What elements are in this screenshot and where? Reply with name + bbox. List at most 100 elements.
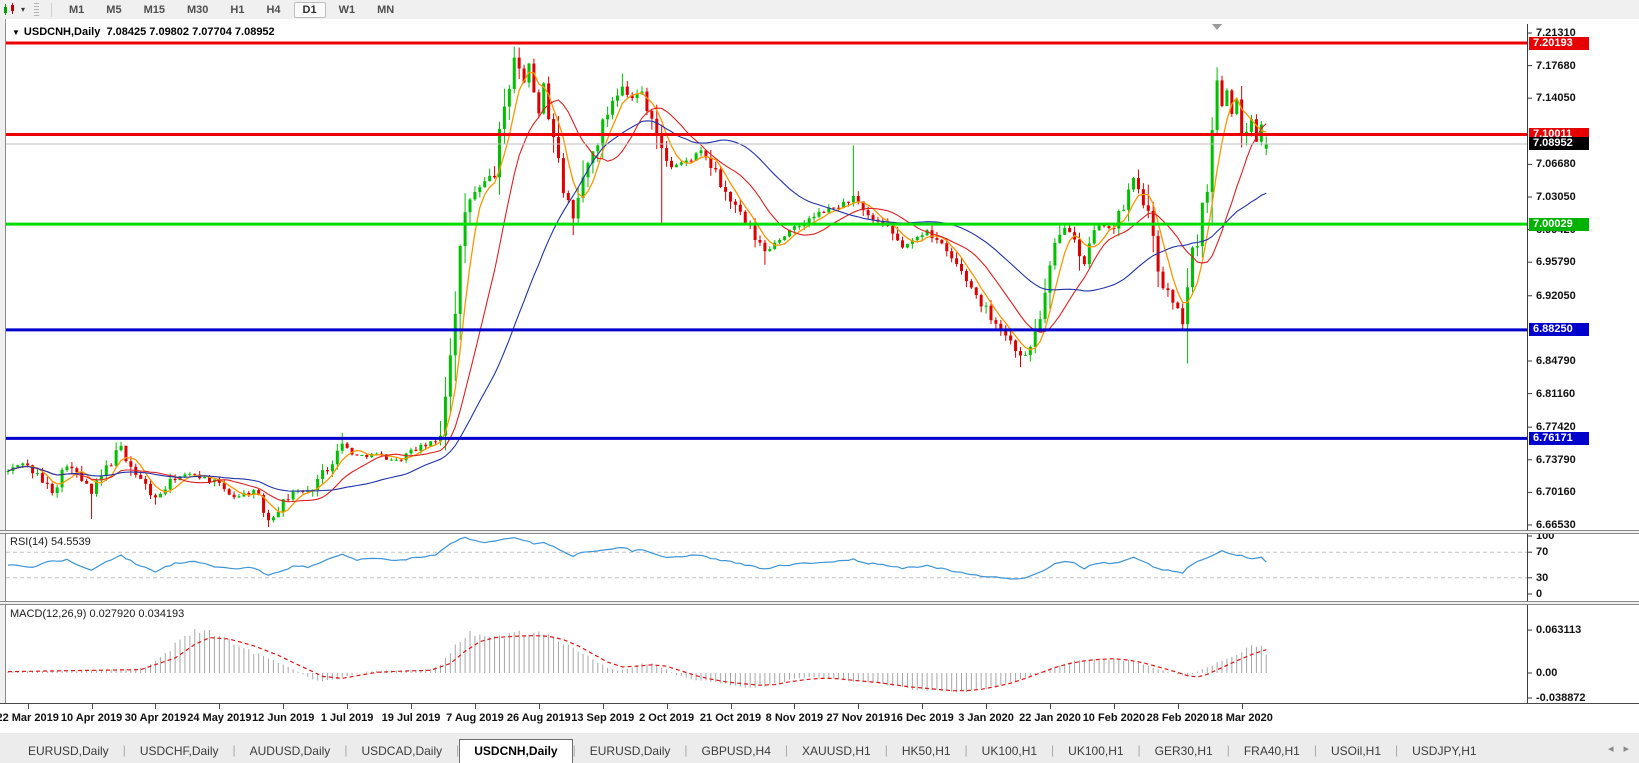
chart-tab-EURUSD-Daily[interactable]: EURUSD,Daily [28,744,109,758]
macd-indicator-label: MACD(12,26,9) 0.027920 0.034193 [10,608,185,620]
date-label: 28 Feb 2020 [1146,712,1209,724]
price-tick-label: 6.73790 [1536,453,1576,466]
chart-tab-FRA40-H1[interactable]: FRA40,H1 [1243,744,1300,758]
chart-tab-XAUUSD-H1[interactable]: XAUUSD,H1 [802,744,871,758]
price-tick-label: 7.21310 [1536,27,1576,39]
price-tick-label: 7.06680 [1536,158,1576,171]
date-label: 13 Sep 2019 [571,712,635,724]
ohlc-values: 7.08425 7.09802 7.07704 7.08952 [106,26,275,38]
tab-separator: | [684,742,688,757]
timeframe-button-M15[interactable]: M15 [143,3,165,16]
symbol-ohlc-line[interactable]: ▼ USDCNH,Daily 7.08425 7.09802 7.07704 7.… [12,26,275,38]
chart-tab-EURUSD-Daily[interactable]: EURUSD,Daily [589,744,671,758]
tab-separator: | [964,742,968,757]
tab-separator: | [572,742,576,757]
timeframe-button-D1[interactable]: D1 [293,1,326,18]
timeframe-button-H4[interactable]: H4 [266,3,281,16]
timeframe-button-W1[interactable]: W1 [338,3,356,16]
date-tick [411,704,413,709]
tab-scroll-right-icon[interactable]: ▸ [1623,742,1629,755]
indicator-tick-label: 0.063113 [1536,624,1582,637]
chart-window[interactable] [0,19,1639,732]
price-tick-label: 6.92050 [1536,289,1576,302]
chart-tab-USDCNH-Daily[interactable]: USDCNH,Daily [459,739,573,763]
price-tick-label: 6.95790 [1536,256,1576,269]
chart-tab-bar: EURUSD,Daily | USDCHF,Daily | AUDUSD,Daily | U… [0,732,1639,763]
date-tick [219,704,221,709]
date-tick [794,704,796,709]
date-tick [1177,704,1179,709]
symbol-name: USDCNH,Daily [23,26,101,38]
date-tick [1049,704,1051,709]
tab-separator: | [232,742,236,757]
tab-scroll-left-icon[interactable]: ◂ [1607,742,1614,755]
timeframe-buttons: M1 M5 M15 M30 H1 H4 D1 W1 MN [58,1,405,18]
tab-scroll-arrows: ◂ ▸ [1608,742,1629,755]
price-line-badge: 7.20193 [1529,36,1589,50]
chart-tab-AUDUSD-Daily[interactable]: AUDUSD,Daily [249,744,331,758]
timeframe-button-H1[interactable]: H1 [230,3,245,16]
date-label: 1 Jul 2019 [320,712,374,724]
chart-tab-USDCAD-Daily[interactable]: USDCAD,Daily [361,744,443,758]
timeframe-button-MN[interactable]: MN [377,3,395,16]
date-label: 30 Apr 2019 [124,712,187,724]
chart-shift-marker [1212,24,1222,30]
date-tick [602,704,604,709]
chart-tab-USOil-H1[interactable]: USOil,H1 [1330,744,1381,758]
price-tick-label: 7.14050 [1536,92,1576,105]
tab-separator: | [456,742,460,757]
collapse-triangle-icon[interactable]: ▼ [12,28,20,37]
chart-tab-USDCHF-Daily[interactable]: USDCHF,Daily [139,744,219,758]
chart-tab-UK100-H1[interactable]: UK100,H1 [1068,744,1124,758]
tabs-holder: EURUSD,Daily | USDCHF,Daily | AUDUSD,Daily | U… [14,739,1491,763]
date-label: 12 Jun 2019 [252,712,315,724]
date-label: 26 Aug 2019 [506,712,571,724]
date-label: 10 Feb 2020 [1082,712,1146,724]
price-tick-label: 7.03050 [1536,190,1576,203]
toolbar-drag-handle[interactable] [34,3,40,16]
candlestick-icon [4,3,14,15]
date-label: 8 Nov 2019 [765,712,824,724]
chart-tab-GBPUSD-H4[interactable]: GBPUSD,H4 [701,744,771,758]
chart-tab-GER30-H1[interactable]: GER30,H1 [1154,744,1213,758]
indicator-tick-label: 0.00 [1536,667,1558,679]
panel-divider[interactable] [0,530,1639,534]
price-line-badge: 7.08952 [1529,137,1589,151]
tab-separator: | [1395,742,1399,757]
date-axis[interactable]: 22 Mar 2019 10 Apr 2019 30 Apr 2019 24 May … [0,703,1639,733]
date-label: 10 Apr 2019 [60,712,123,724]
date-label: 16 Dec 2019 [890,712,954,724]
date-tick [27,704,29,709]
chart-tool-icon[interactable]: ▾ [2,3,28,16]
price-line-badge: 7.00029 [1529,217,1589,231]
date-tick [155,704,157,709]
chevron-down-icon: ▾ [21,5,26,14]
timeframe-button-M30[interactable]: M30 [186,3,209,16]
date-label: 27 Nov 2019 [826,712,891,724]
date-label: 24 May 2019 [187,712,252,724]
price-tick-label: 7.17680 [1536,59,1576,72]
price-tick-label: 6.77420 [1536,421,1576,434]
panel-divider[interactable] [0,601,1639,605]
date-label: 2 Oct 2019 [639,712,695,724]
chart-tab-HK50-H1[interactable]: HK50,H1 [901,744,951,758]
date-tick [1241,704,1243,709]
timeframe-button-M5[interactable]: M5 [106,3,122,16]
price-tick-label: 6.84790 [1536,354,1576,367]
date-tick [283,704,285,709]
chart-tab-UK100-H1[interactable]: UK100,H1 [981,744,1038,758]
date-label: 3 Jan 2020 [958,712,1014,724]
tab-separator: | [1051,742,1055,757]
timeframe-toolbar: ▾ M1 M5 M15 M30 H1 H4 D1 W1 MN [0,0,1639,20]
tab-separator: | [122,742,126,757]
tab-separator: | [784,742,789,757]
date-label: 22 Mar 2019 [0,712,59,724]
timeframe-button-M1[interactable]: M1 [69,3,85,16]
price-tick-label: 6.66530 [1536,518,1576,531]
date-tick [858,704,860,709]
indicator-tick-label: -0.038872 [1536,692,1586,704]
chart-tab-USDJPY-H1[interactable]: USDJPY,H1 [1412,744,1477,758]
tab-separator: | [1313,742,1317,757]
